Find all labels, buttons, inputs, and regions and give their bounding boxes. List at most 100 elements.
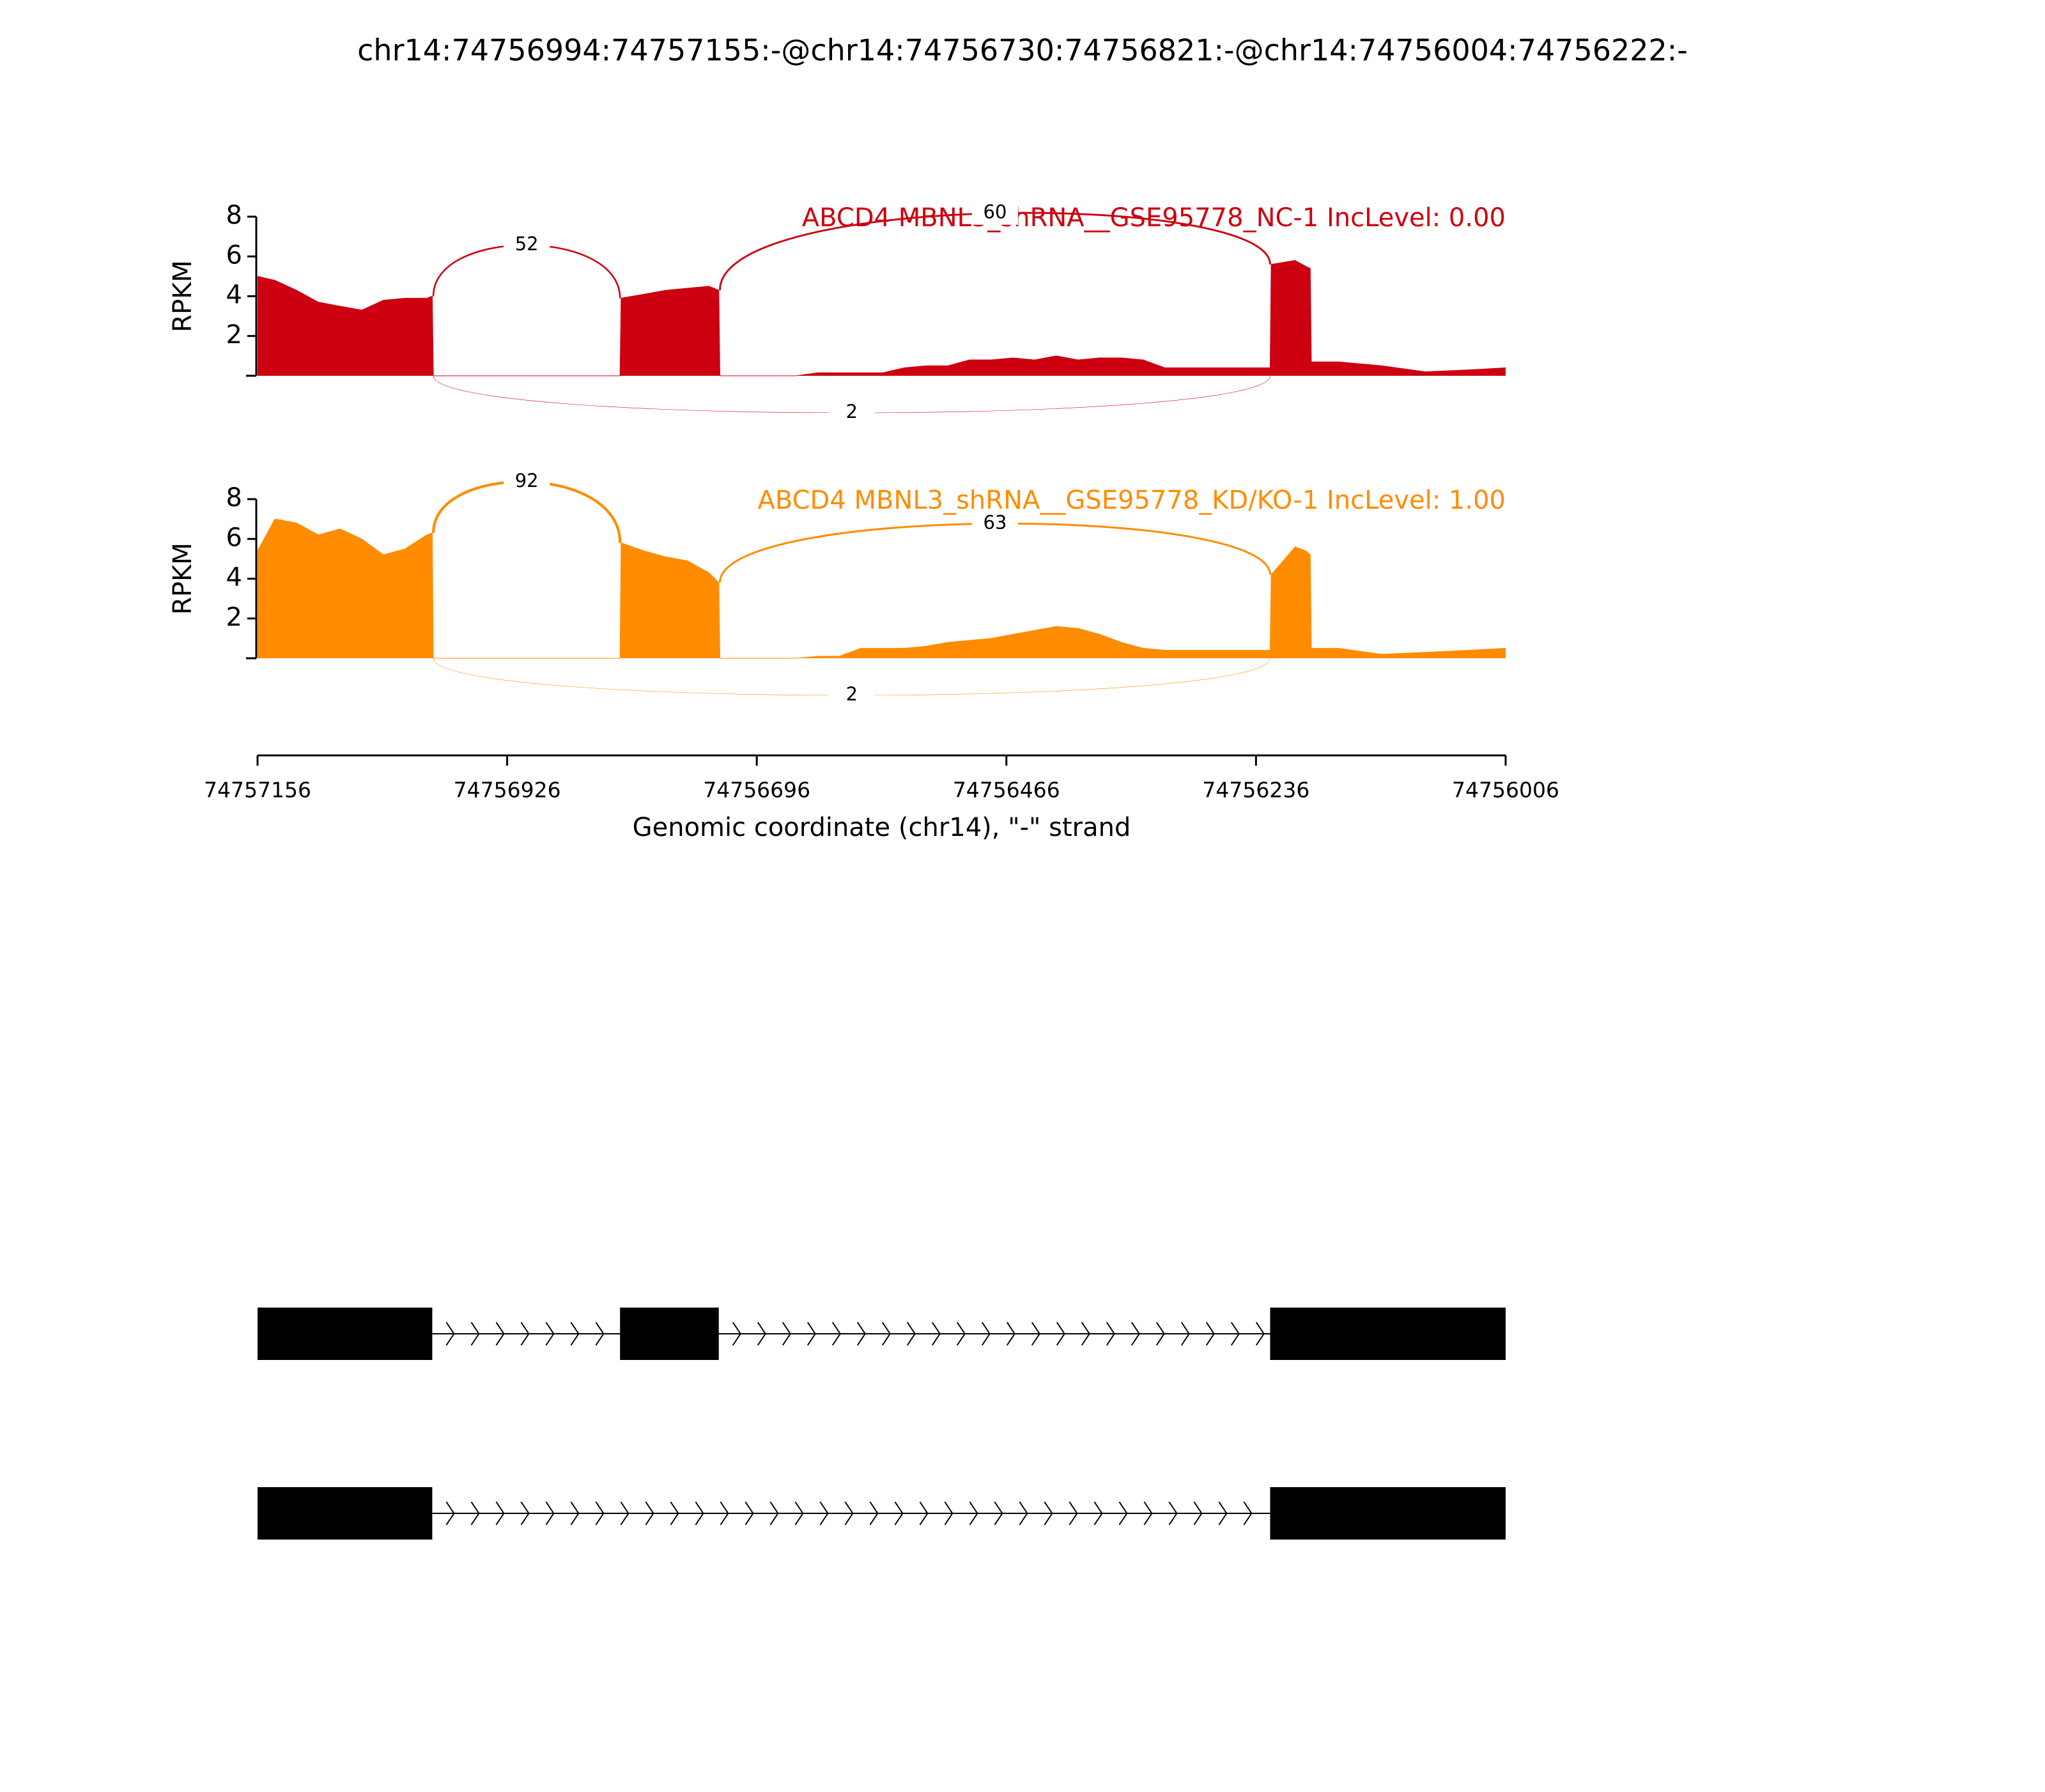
junction-count: 63 <box>984 511 1007 533</box>
strand-chevron <box>1093 1501 1103 1526</box>
strand-chevron <box>520 1322 530 1346</box>
x-tick-label: 74756926 <box>454 778 561 803</box>
y-tick-label: 4 <box>226 281 242 310</box>
junction-count: 2 <box>846 401 858 422</box>
strand-chevron <box>1056 1322 1065 1346</box>
strand-chevron <box>1205 1322 1215 1346</box>
exon <box>1270 1487 1506 1540</box>
strand-chevron <box>1118 1501 1128 1526</box>
panel-label: ABCD4 MBNL3_shRNA__GSE95778_KD/KO-1 IncL… <box>757 486 1506 515</box>
strand-chevron <box>545 1322 555 1346</box>
strand-chevron <box>1168 1501 1178 1526</box>
strand-chevron <box>545 1501 555 1526</box>
strand-chevron <box>856 1322 866 1346</box>
strand-chevron <box>831 1322 841 1346</box>
strand-chevron <box>906 1322 916 1346</box>
strand-chevron <box>981 1322 991 1346</box>
strand-chevron <box>1193 1501 1203 1526</box>
strand-chevron <box>931 1322 941 1346</box>
strand-chevron <box>495 1322 505 1346</box>
strand-chevron <box>720 1501 729 1526</box>
strand-chevron <box>745 1501 754 1526</box>
strand-chevron <box>1019 1501 1028 1526</box>
strand-chevron <box>470 1501 480 1526</box>
strand-chevron <box>570 1501 580 1526</box>
strand-chevron <box>1218 1501 1228 1526</box>
strand-chevron <box>1081 1322 1090 1346</box>
strand-chevron <box>969 1501 978 1526</box>
strand-chevron <box>445 1501 455 1526</box>
junction-label-bg <box>504 233 550 257</box>
exon <box>258 1487 433 1540</box>
strand-chevron <box>944 1501 953 1526</box>
y-tick-label: 8 <box>226 201 242 230</box>
y-tick-label: 6 <box>226 240 242 270</box>
strand-chevron <box>1106 1322 1115 1346</box>
strand-chevron <box>1243 1501 1253 1526</box>
strand-chevron <box>1143 1501 1153 1526</box>
strand-chevron <box>645 1501 654 1526</box>
strand-chevron <box>695 1501 704 1526</box>
strand-chevron <box>1255 1322 1265 1346</box>
strand-chevron <box>670 1501 679 1526</box>
y-tick-label: 2 <box>226 320 242 350</box>
strand-chevron <box>794 1501 804 1526</box>
strand-chevron <box>520 1501 530 1526</box>
exon <box>620 1308 719 1360</box>
strand-chevron <box>806 1322 816 1346</box>
strand-chevron <box>919 1501 929 1526</box>
strand-chevron <box>894 1501 904 1526</box>
y-axis-label: RPKM <box>168 260 197 332</box>
plot-title: chr14:74756994:74757155:-@chr14:74756730… <box>357 33 1688 68</box>
coverage-line <box>257 259 1506 376</box>
strand-chevron <box>495 1501 505 1526</box>
strand-chevron <box>1155 1322 1165 1346</box>
strand-chevron <box>881 1322 891 1346</box>
strand-chevron <box>732 1322 741 1346</box>
strand-chevron <box>769 1501 779 1526</box>
strand-chevron <box>1006 1322 1015 1346</box>
strand-chevron <box>757 1322 766 1346</box>
strand-chevron <box>956 1322 966 1346</box>
strand-chevron <box>470 1322 480 1346</box>
strand-chevron <box>869 1501 879 1526</box>
y-tick-label: 2 <box>226 603 242 632</box>
y-axis-label: RPKM <box>168 543 197 615</box>
strand-chevron <box>445 1322 455 1346</box>
exon <box>258 1308 433 1360</box>
junction-label-bg <box>828 401 875 424</box>
junction-label-bg <box>971 201 1018 225</box>
strand-chevron <box>1069 1501 1078 1526</box>
y-tick-label: 6 <box>226 523 242 552</box>
strand-chevron <box>844 1501 854 1526</box>
x-tick-label: 74756466 <box>953 778 1060 803</box>
strand-chevron <box>1230 1322 1240 1346</box>
junction-count: 60 <box>984 201 1007 223</box>
x-tick-label: 74757156 <box>204 778 311 803</box>
strand-chevron <box>819 1501 829 1526</box>
x-tick-label: 74756006 <box>1452 778 1559 803</box>
strand-chevron <box>1031 1322 1040 1346</box>
exon <box>1270 1308 1506 1360</box>
strand-chevron <box>782 1322 791 1346</box>
junction-count: 92 <box>515 470 539 491</box>
x-tick-label: 74756696 <box>703 778 810 803</box>
junction-label-bg <box>504 470 550 493</box>
junction-count: 52 <box>515 233 539 255</box>
strand-chevron <box>570 1322 580 1346</box>
strand-chevron <box>620 1501 629 1526</box>
junction-label-bg <box>971 512 1018 536</box>
coverage-line <box>257 518 1506 659</box>
junction-label-bg <box>828 684 875 707</box>
junction-count: 2 <box>846 683 858 705</box>
strand-chevron <box>1180 1322 1190 1346</box>
y-tick-label: 4 <box>226 563 242 592</box>
x-axis-label: Genomic coordinate (chr14), "-" strand <box>633 813 1131 842</box>
strand-chevron <box>1131 1322 1140 1346</box>
y-tick-label: 8 <box>226 483 242 513</box>
strand-chevron <box>1044 1501 1053 1526</box>
strand-chevron <box>595 1501 605 1526</box>
strand-chevron <box>595 1322 605 1346</box>
x-tick-label: 74756236 <box>1202 778 1309 803</box>
